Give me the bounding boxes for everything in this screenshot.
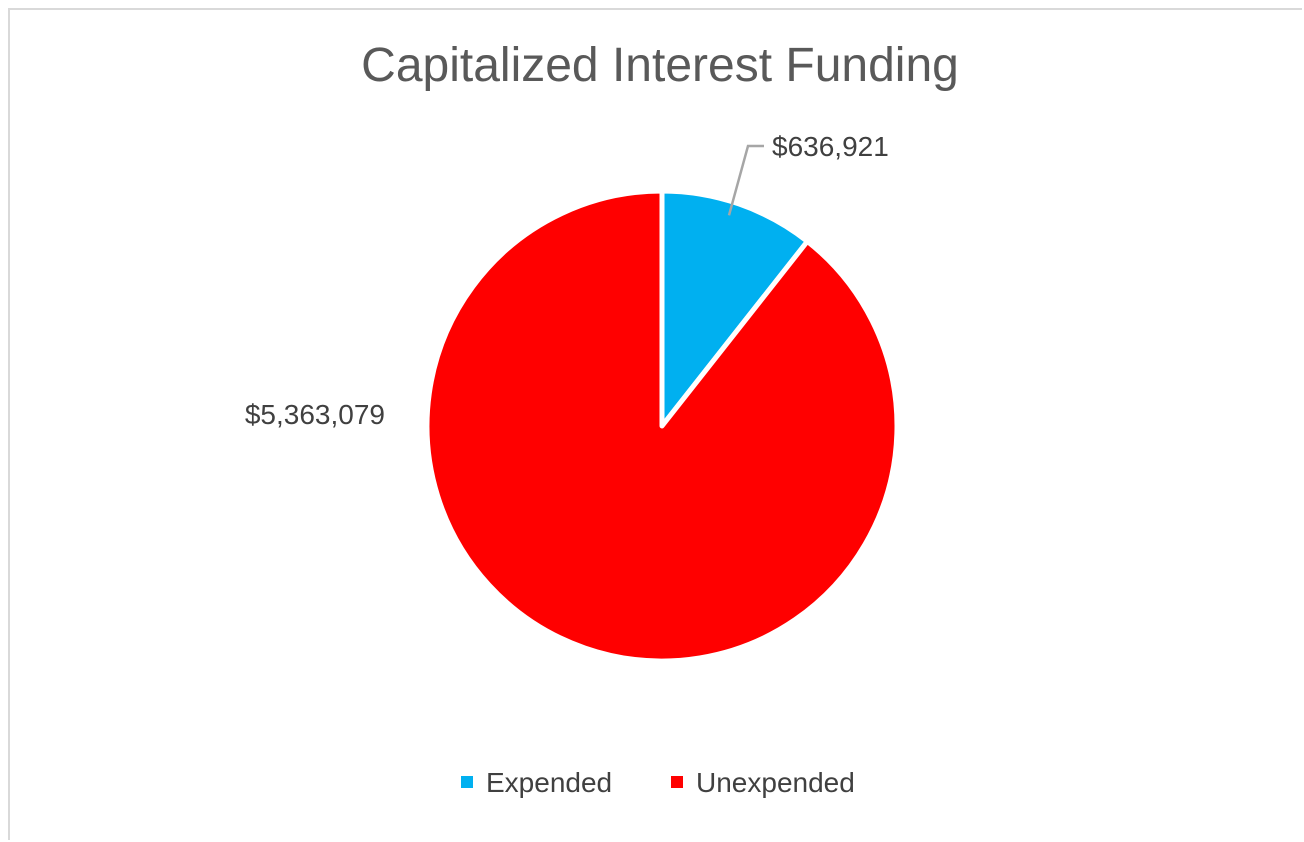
legend: Expended Unexpended xyxy=(461,767,855,798)
leader-line-expended xyxy=(727,144,764,216)
legend-swatch-expended xyxy=(461,776,473,788)
pie-slices xyxy=(424,188,900,664)
data-label-expended: $636,921 xyxy=(772,131,889,162)
pie-slice-expended xyxy=(659,188,810,429)
data-labels: $636,921 $5,363,079 xyxy=(245,131,889,430)
pie-slice-unexpended xyxy=(424,188,900,664)
data-label-unexpended: $5,363,079 xyxy=(245,399,385,430)
leader-lines xyxy=(727,144,764,216)
chart-title: Capitalized Interest Funding xyxy=(361,39,959,92)
legend-label-expended: Expended xyxy=(486,767,612,798)
legend-label-unexpended: Unexpended xyxy=(696,767,855,798)
legend-swatch-unexpended xyxy=(671,776,683,788)
